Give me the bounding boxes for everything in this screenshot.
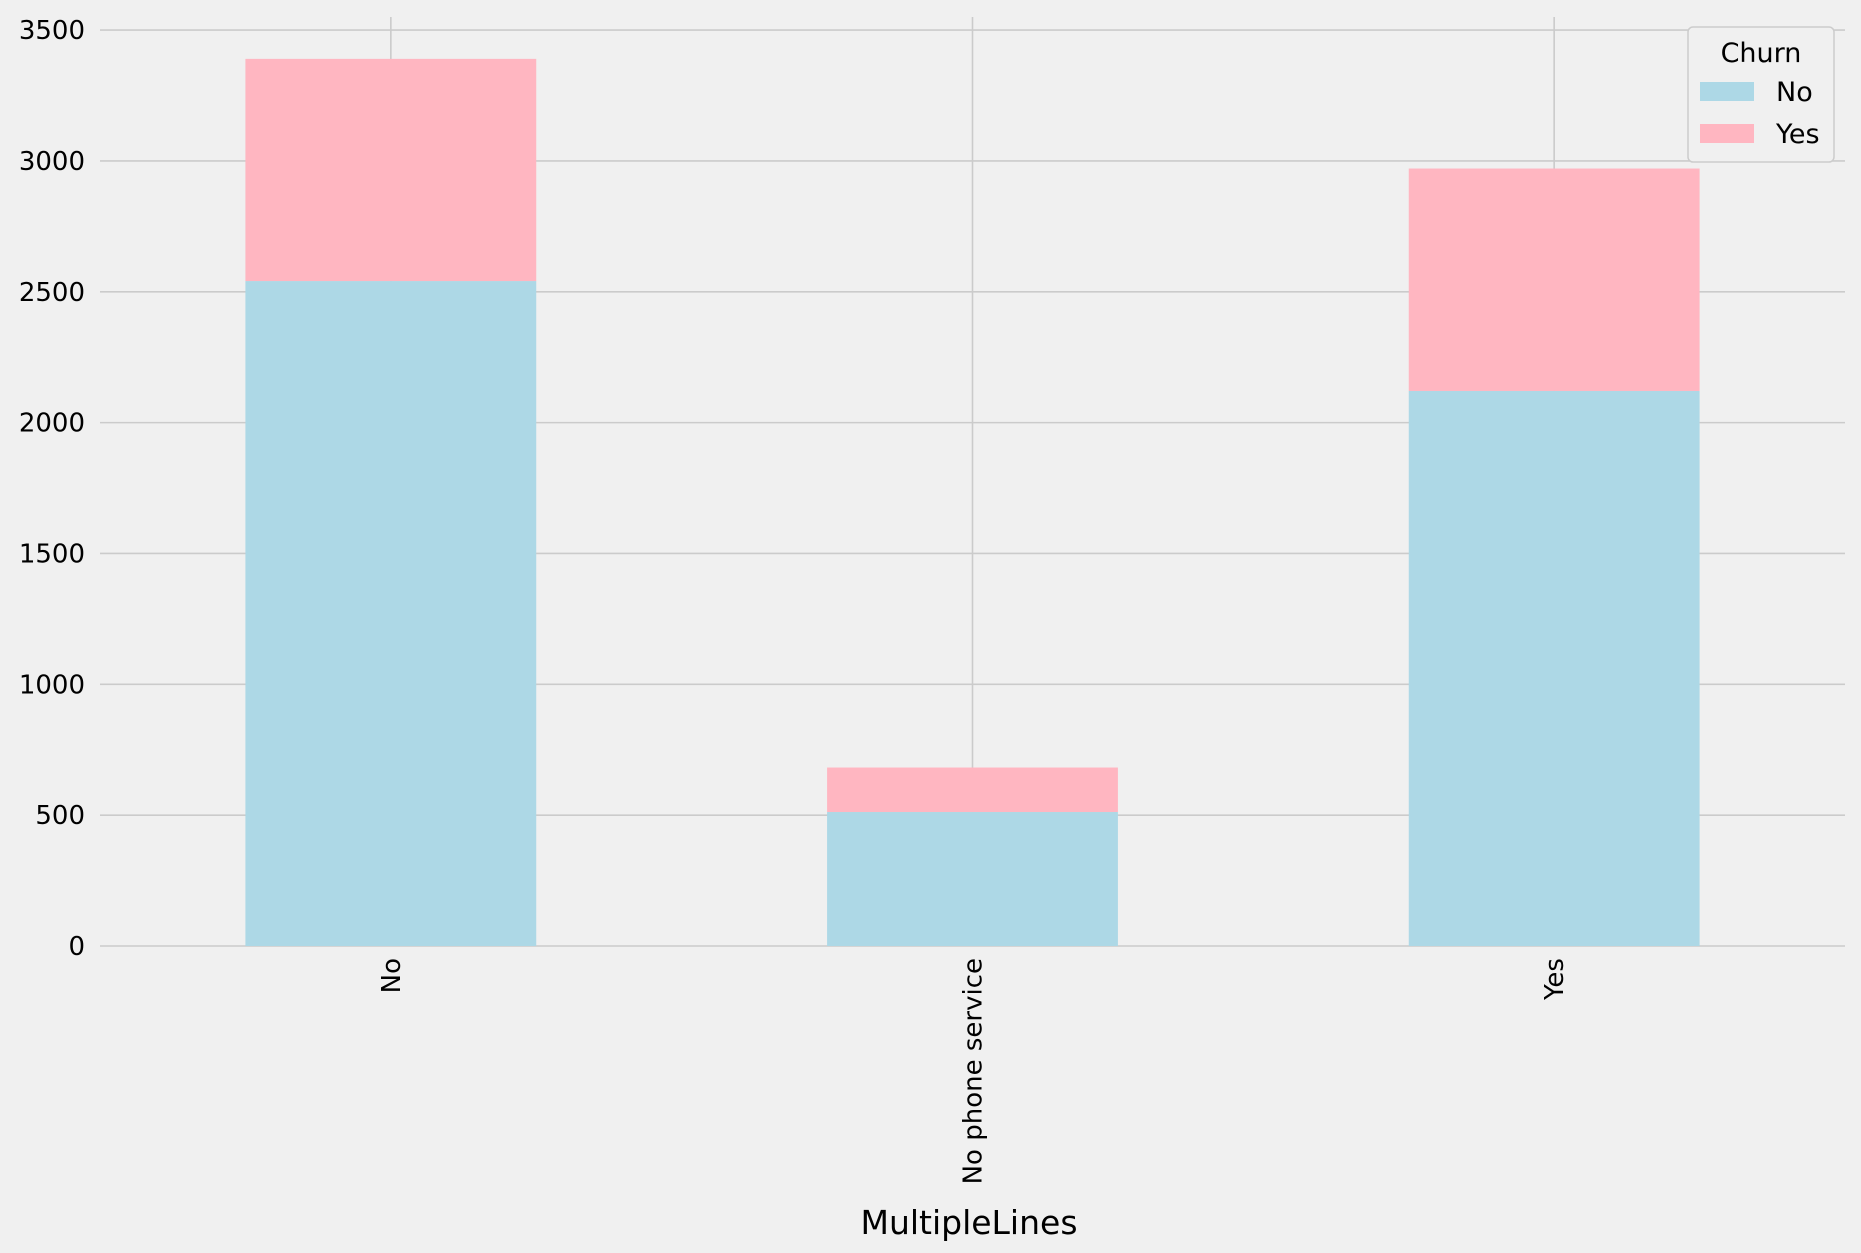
legend-swatch-yes: [1700, 124, 1754, 143]
bar-no-phone-service-churn-no: [827, 812, 1118, 946]
y-tick-label: 3500: [19, 16, 85, 46]
x-axis-label: MultipleLines: [860, 1203, 1077, 1242]
y-tick-label: 2500: [19, 278, 85, 308]
bar-no-phone-service-churn-yes: [827, 767, 1118, 813]
legend-label-yes: Yes: [1775, 119, 1820, 150]
x-tick-label: No: [377, 958, 407, 993]
bar-no-churn-no: [245, 281, 537, 946]
y-tick-label: 1500: [19, 539, 85, 569]
x-tick-label: Yes: [1540, 958, 1570, 1001]
y-tick-label: 2000: [19, 409, 85, 439]
legend: Churn No Yes: [1687, 26, 1835, 163]
y-tick-label: 500: [35, 801, 85, 831]
bar-yes-churn-yes: [1408, 168, 1700, 391]
x-axis-ticks: No No phone service Yes: [377, 958, 1570, 1184]
y-tick-label: 1000: [19, 670, 85, 700]
bar-no-churn-yes: [245, 58, 537, 282]
y-tick-label: 3000: [19, 147, 85, 177]
legend-swatch-no: [1700, 82, 1754, 101]
legend-title: Churn: [1721, 38, 1802, 69]
x-tick-label: No phone service: [959, 958, 989, 1184]
bar-yes-churn-no: [1408, 390, 1700, 946]
legend-items: No Yes: [1700, 77, 1820, 150]
y-axis-ticks: 0 500 1000 1500 2000 2500 3000 3500: [19, 16, 85, 962]
y-tick-label: 0: [68, 932, 85, 962]
legend-label-no: No: [1776, 77, 1813, 108]
bars: [245, 58, 1700, 946]
